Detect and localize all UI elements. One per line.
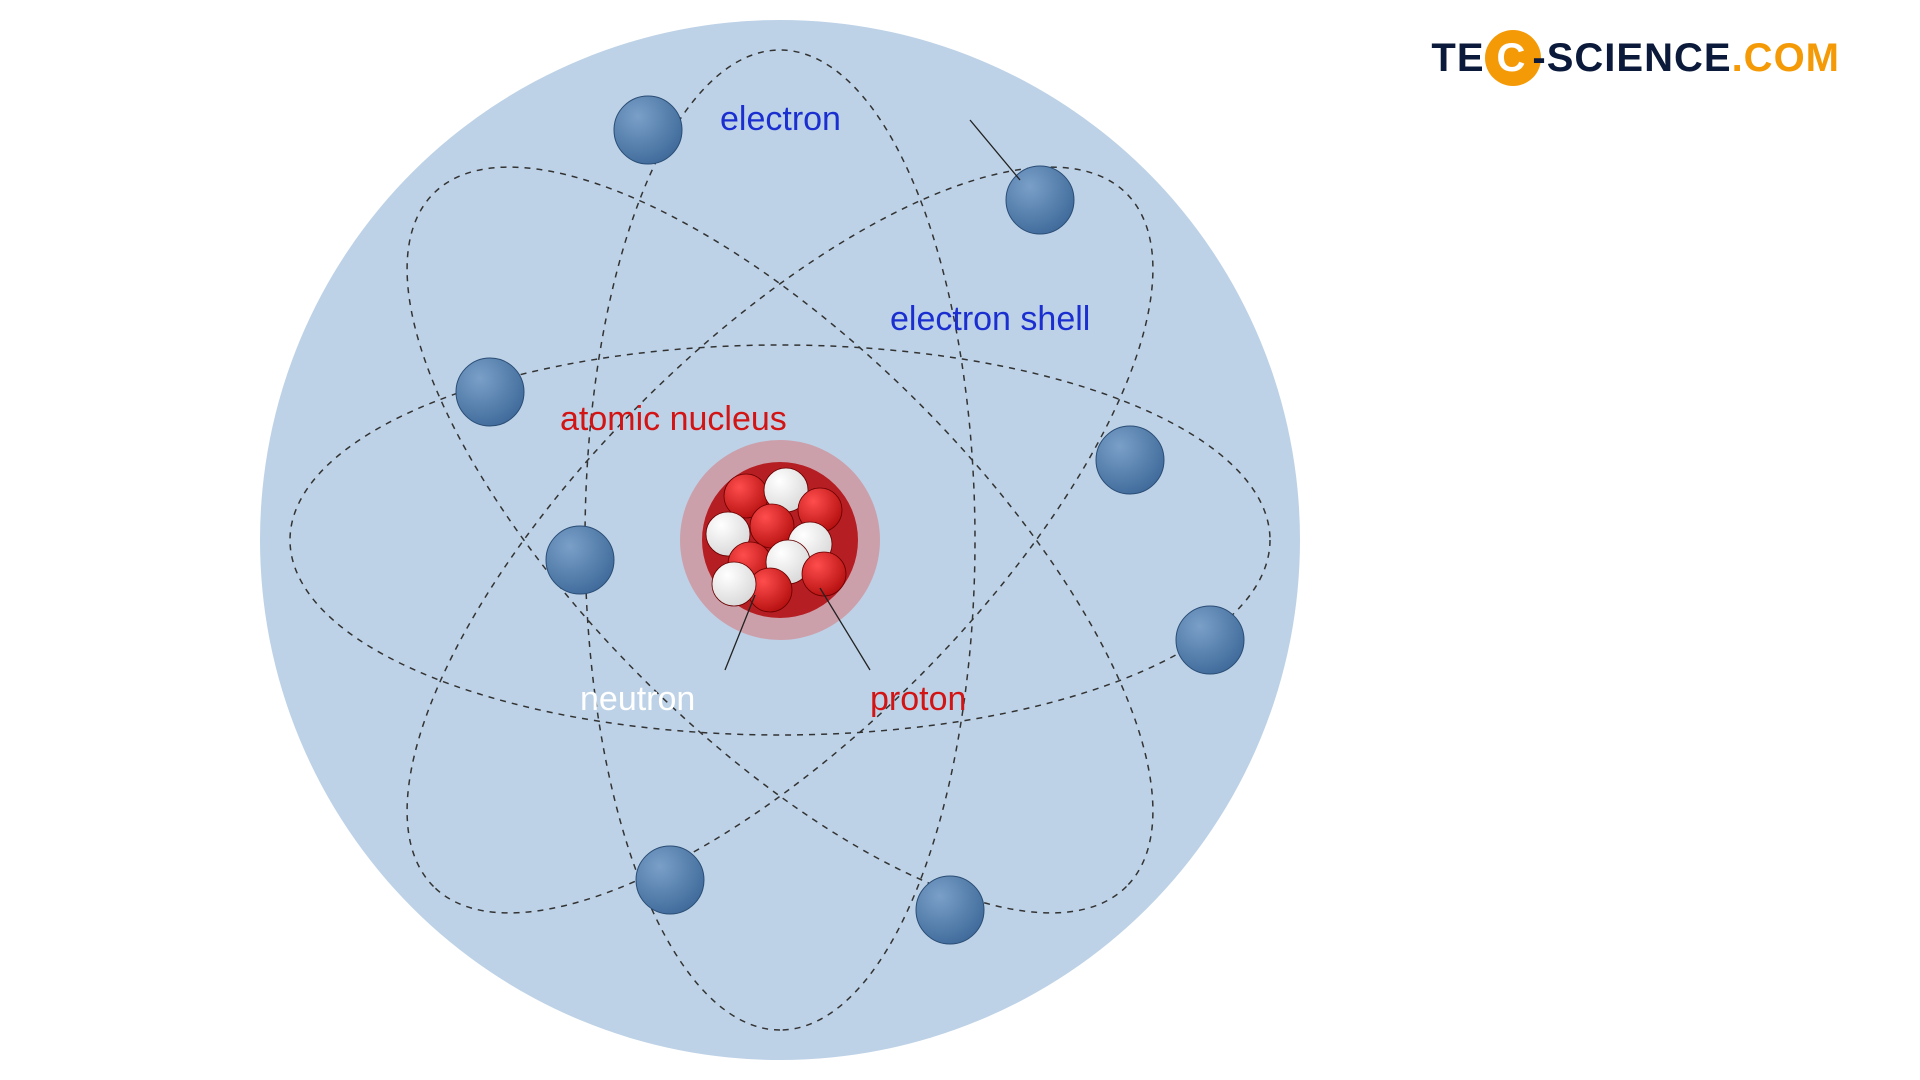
electron	[614, 96, 682, 164]
electron	[1176, 606, 1244, 674]
atom-diagram	[0, 0, 1920, 1080]
label-proton: proton	[870, 680, 966, 719]
logo-text-te: TE	[1431, 36, 1484, 81]
label-electron: electron	[720, 100, 841, 139]
electron	[456, 358, 524, 426]
label-neutron: neutron	[580, 680, 695, 719]
electron	[1096, 426, 1164, 494]
electron	[636, 846, 704, 914]
neutron	[712, 562, 756, 606]
label-electron-shell: electron shell	[890, 300, 1090, 339]
electron	[916, 876, 984, 944]
logo-text-com: .COM	[1732, 36, 1840, 81]
label-atomic-nucleus: atomic nucleus	[560, 400, 787, 439]
proton	[802, 552, 846, 596]
logo-text-c: C	[1497, 36, 1527, 81]
site-logo: TE C -SCIENCE .COM	[1431, 30, 1840, 86]
electron	[546, 526, 614, 594]
logo-text-science: -SCIENCE	[1532, 36, 1731, 81]
